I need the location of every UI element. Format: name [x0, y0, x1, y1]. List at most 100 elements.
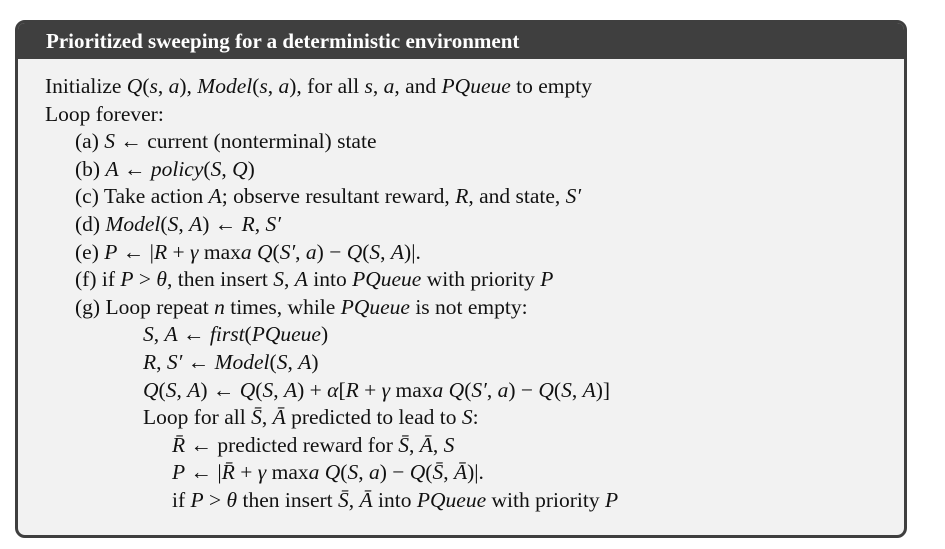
- line-text: ← |: [185, 460, 222, 485]
- math-symbol: θ: [226, 488, 238, 512]
- math-symbol: P: [172, 460, 186, 485]
- math-symbol: Ā: [272, 405, 286, 430]
- line-text: ,: [284, 267, 295, 292]
- line-text: ) ←: [202, 212, 242, 236]
- line-text: (: [203, 156, 211, 181]
- line-text: , and state,: [468, 184, 566, 209]
- algorithm-box: Prioritized sweeping for a deterministic…: [15, 20, 907, 538]
- line-text: (: [553, 377, 562, 402]
- line-text: ← current (nonterminal) state: [115, 129, 377, 154]
- math-symbol: a: [240, 239, 252, 264]
- math-symbol: PQueue: [441, 74, 511, 98]
- math-symbol: A: [283, 377, 298, 402]
- line-text: (: [362, 239, 370, 264]
- math-symbol: P: [604, 488, 619, 512]
- line-text: (f) if: [75, 267, 121, 292]
- math-symbol: a: [278, 74, 290, 98]
- line-text: (: [252, 74, 260, 98]
- algorithm-line: (b) A ← policy(S, Q): [75, 156, 255, 182]
- line-text: ,: [156, 350, 167, 374]
- line-text: (: [142, 74, 150, 98]
- line-text: ,: [221, 156, 233, 181]
- line-text: (: [244, 322, 252, 347]
- math-symbol: γ: [381, 377, 391, 402]
- math-symbol: γ: [257, 460, 267, 485]
- line-text: (: [269, 350, 277, 374]
- math-symbol: S′: [471, 377, 487, 402]
- math-symbol: R: [143, 350, 157, 374]
- line-text: (: [255, 377, 263, 402]
- math-symbol: R: [455, 184, 469, 209]
- line-text: ,: [295, 239, 306, 264]
- math-symbol: a: [168, 74, 180, 98]
- line-text: ,: [571, 377, 583, 402]
- math-symbol: A: [187, 377, 201, 402]
- math-symbol: s: [149, 74, 158, 98]
- math-symbol: S̄: [338, 488, 349, 512]
- line-text: ): [320, 322, 329, 347]
- math-symbol: Q: [126, 74, 143, 98]
- math-symbol: P: [120, 267, 134, 292]
- math-symbol: S: [273, 267, 285, 292]
- line-text: ,: [380, 239, 391, 264]
- line-text: ): [311, 350, 319, 374]
- line-text: >: [133, 267, 157, 292]
- line-text: +: [234, 460, 258, 485]
- math-symbol: α: [327, 377, 339, 402]
- math-symbol: a: [305, 239, 317, 264]
- line-text: ,: [153, 322, 165, 347]
- math-symbol: A: [208, 184, 222, 209]
- line-text: max: [266, 460, 309, 485]
- line-text: +: [358, 377, 382, 402]
- math-symbol: R̄: [172, 432, 186, 457]
- line-text: ,: [486, 377, 498, 402]
- math-symbol: P: [540, 267, 554, 292]
- math-symbol: Q: [324, 460, 341, 485]
- line-text: then insert: [237, 488, 339, 512]
- math-symbol: Q: [143, 377, 159, 402]
- math-symbol: A: [294, 267, 308, 292]
- line-text: ) −: [316, 239, 347, 264]
- line-text: ,: [157, 74, 169, 98]
- math-symbol: PQueue: [340, 294, 410, 319]
- math-symbol: S̄: [251, 405, 262, 430]
- math-symbol: S̄: [432, 460, 444, 485]
- math-symbol: Model: [197, 74, 253, 98]
- math-symbol: S: [167, 212, 179, 236]
- math-symbol: A: [390, 239, 405, 264]
- line-text: is not empty:: [409, 294, 528, 319]
- math-symbol: A: [105, 156, 119, 181]
- line-text: ): [247, 156, 255, 181]
- math-symbol: a: [383, 74, 395, 98]
- line-text: ,: [348, 488, 360, 512]
- algorithm-title: Prioritized sweeping for a deterministic…: [18, 23, 904, 59]
- line-text: (: [160, 212, 168, 236]
- math-symbol: s: [364, 74, 373, 98]
- line-text: ← predicted reward for: [185, 432, 399, 457]
- line-text: ←: [182, 350, 215, 374]
- math-symbol: S: [276, 350, 288, 374]
- line-text: ← |: [117, 239, 154, 264]
- math-symbol: Ā: [359, 488, 373, 512]
- math-symbol: S: [443, 432, 455, 457]
- line-text: ,: [178, 212, 190, 236]
- line-text: (g) Loop repeat: [75, 294, 215, 319]
- line-text: ) −: [379, 460, 410, 485]
- math-symbol: P: [104, 239, 118, 264]
- math-symbol: first: [209, 322, 245, 347]
- line-text: max: [198, 239, 241, 264]
- line-text: +: [167, 239, 190, 264]
- line-text: ,: [273, 377, 284, 402]
- math-symbol: S: [369, 239, 381, 264]
- math-symbol: Q: [257, 239, 273, 264]
- math-symbol: S: [165, 377, 177, 402]
- math-symbol: policy: [150, 156, 204, 181]
- algorithm-line: if P > θ then insert S̄, Ā into PQueue w…: [172, 487, 618, 513]
- line-text: into: [307, 267, 353, 292]
- math-symbol: A: [164, 322, 178, 347]
- line-text: ←: [118, 156, 151, 181]
- line-text: ), for all: [289, 74, 365, 98]
- math-symbol: S′: [279, 239, 296, 264]
- math-symbol: Q: [232, 156, 248, 181]
- line-text: ←: [177, 322, 210, 347]
